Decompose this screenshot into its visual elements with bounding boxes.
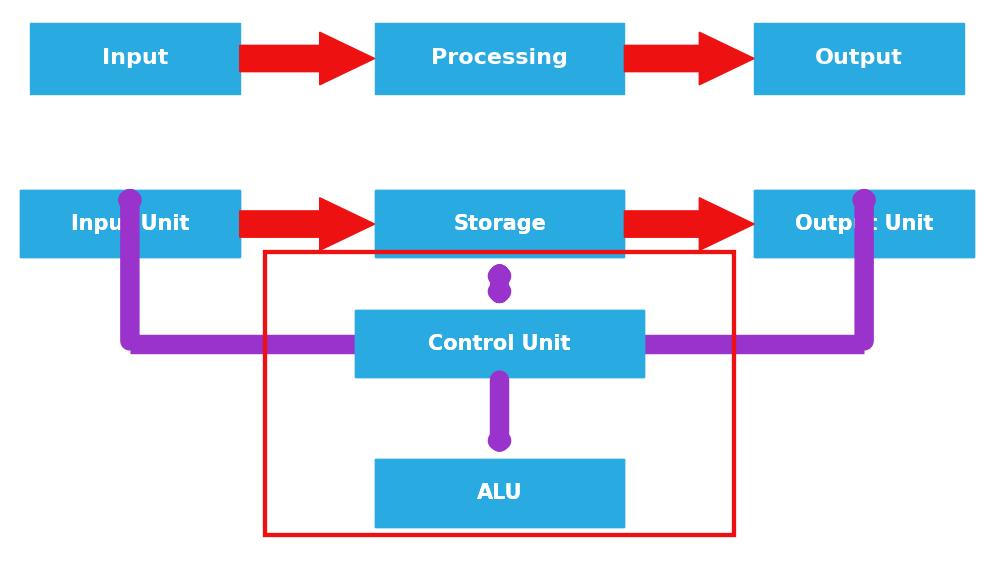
Text: Output: Output <box>815 49 903 68</box>
Text: Input Unit: Input Unit <box>71 214 189 234</box>
FancyBboxPatch shape <box>375 190 624 257</box>
FancyBboxPatch shape <box>20 190 240 257</box>
FancyBboxPatch shape <box>375 459 624 526</box>
FancyBboxPatch shape <box>375 459 624 526</box>
FancyBboxPatch shape <box>375 23 624 94</box>
FancyBboxPatch shape <box>30 23 240 94</box>
Text: Control Unit: Control Unit <box>429 333 570 354</box>
FancyBboxPatch shape <box>355 310 644 377</box>
FancyArrow shape <box>624 198 754 250</box>
Text: ALU: ALU <box>477 483 522 503</box>
Text: Storage: Storage <box>454 214 545 234</box>
FancyBboxPatch shape <box>20 190 240 257</box>
FancyBboxPatch shape <box>375 190 624 257</box>
Text: Input Unit: Input Unit <box>71 214 189 234</box>
Text: Input: Input <box>102 49 168 68</box>
FancyBboxPatch shape <box>355 310 644 377</box>
Text: Output Unit: Output Unit <box>795 214 933 234</box>
Text: Processing: Processing <box>431 49 568 68</box>
FancyBboxPatch shape <box>754 190 974 257</box>
FancyBboxPatch shape <box>754 23 964 94</box>
FancyArrow shape <box>240 32 375 85</box>
FancyBboxPatch shape <box>754 190 974 257</box>
Text: ALU: ALU <box>477 483 522 503</box>
Bar <box>265 252 734 535</box>
FancyArrow shape <box>624 32 754 85</box>
FancyArrow shape <box>240 198 375 250</box>
Text: Control Unit: Control Unit <box>429 333 570 354</box>
Text: Storage: Storage <box>454 214 545 234</box>
Bar <box>265 252 734 535</box>
Text: Output Unit: Output Unit <box>795 214 933 234</box>
